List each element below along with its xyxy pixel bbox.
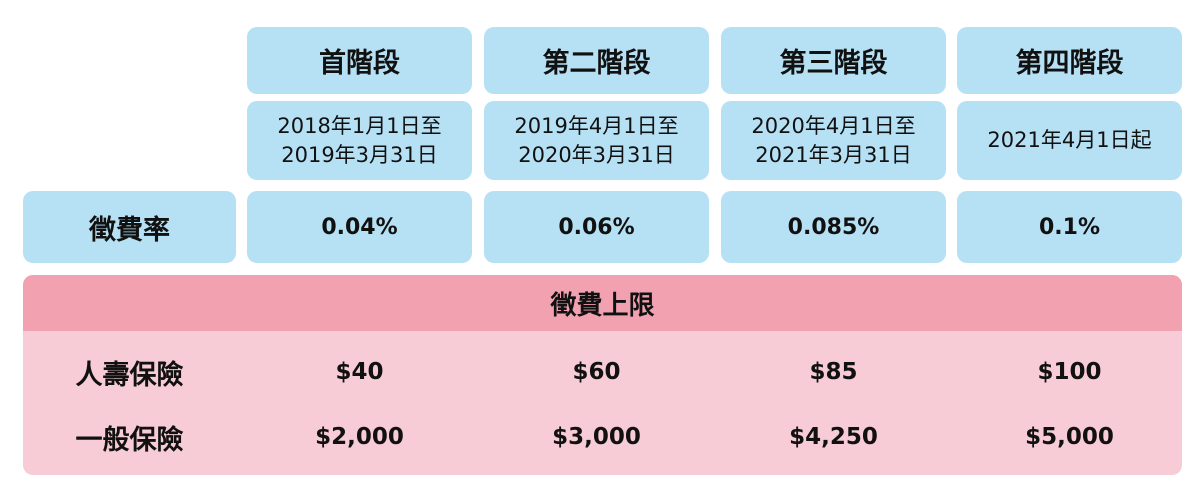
cap-value: $40	[335, 359, 384, 385]
period-line: 2020年4月1日至	[751, 113, 916, 138]
stage-name: 第二階段	[484, 27, 709, 94]
stage-name: 首階段	[247, 27, 472, 94]
cap-value: $100	[1037, 359, 1102, 385]
period-line: 2020年3月31日	[518, 142, 675, 167]
period-line: 2019年4月1日至	[514, 113, 679, 138]
cap-value: $60	[572, 359, 621, 385]
period-line: 2021年3月31日	[755, 142, 912, 167]
row-label: 一般保險	[75, 424, 184, 456]
cap-value: $2,000	[315, 424, 404, 450]
period-line: 2021年4月1日起	[987, 128, 1152, 152]
period-line: 2019年3月31日	[281, 142, 438, 167]
rate-value: 0.06%	[484, 191, 709, 263]
cap-value: $85	[809, 359, 858, 385]
rate-value: 0.04%	[247, 191, 472, 263]
cap-value: $4,250	[789, 424, 878, 450]
stage-period: 2018年1月1日至 2019年3月31日	[247, 101, 472, 180]
rate-value: 0.1%	[957, 191, 1182, 263]
rate-value: 0.085%	[721, 191, 946, 263]
stage-period: 2019年4月1日至 2020年3月31日	[484, 101, 709, 180]
cap-value: $3,000	[552, 424, 641, 450]
cap-value: $5,000	[1025, 424, 1114, 450]
stage-period: 2020年4月1日至 2021年3月31日	[721, 101, 946, 180]
period-line: 2018年1月1日至	[277, 113, 442, 138]
row-label: 人壽保險	[75, 359, 184, 391]
stage-name: 第三階段	[721, 27, 946, 94]
rate-label: 徵費率	[23, 191, 236, 263]
cap-title: 徵費上限	[23, 275, 1182, 331]
stage-name: 第四階段	[957, 27, 1182, 94]
stage-period: 2021年4月1日起	[957, 101, 1182, 180]
